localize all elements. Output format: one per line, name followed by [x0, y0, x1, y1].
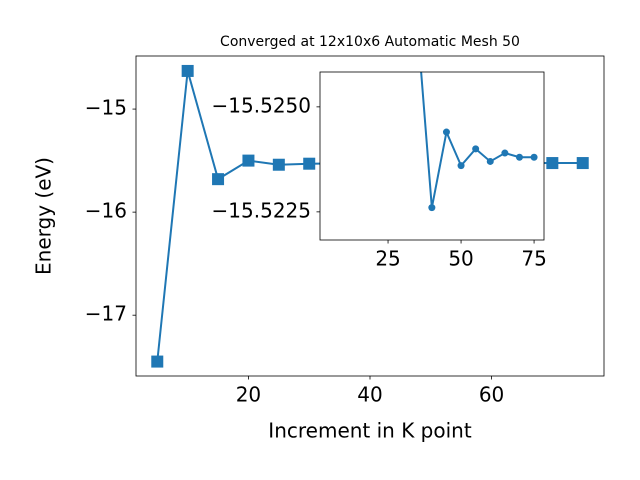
x-tick-label: 20: [236, 383, 261, 407]
y-tick-label: −15.5225: [212, 198, 311, 222]
marker: [272, 158, 285, 171]
marker: [576, 157, 589, 170]
x-tick-label: 25: [375, 247, 400, 271]
marker: [457, 162, 465, 170]
plot-area: [414, 19, 538, 212]
marker: [546, 157, 559, 170]
x-tick-label: 40: [357, 383, 382, 407]
y-tick-label: −16: [85, 199, 127, 223]
marker: [242, 154, 255, 167]
marker: [303, 157, 316, 170]
x-axis-label: Increment in K point: [268, 419, 472, 443]
marker: [472, 145, 480, 153]
axes-background: [320, 72, 544, 240]
marker: [501, 149, 509, 157]
marker: [151, 355, 164, 368]
marker: [428, 204, 436, 212]
x-tick-label: 60: [479, 383, 504, 407]
axes-frame: [319, 71, 545, 241]
marker: [486, 157, 494, 165]
x-tick-label: 75: [521, 247, 546, 271]
marker: [212, 173, 225, 186]
marker: [530, 153, 538, 161]
marker: [515, 153, 523, 161]
y-tick-label: −17: [85, 302, 127, 326]
x-tick-label: 50: [448, 247, 473, 271]
marker: [442, 128, 450, 136]
marker: [181, 64, 194, 77]
y-tick-label: −15.5250: [212, 93, 311, 117]
y-axis-label: Energy (eV): [32, 157, 56, 275]
y-tick-label: −15: [85, 96, 127, 120]
chart-title: Converged at 12x10x6 Automatic Mesh 50: [220, 34, 520, 50]
marker: [414, 19, 421, 26]
